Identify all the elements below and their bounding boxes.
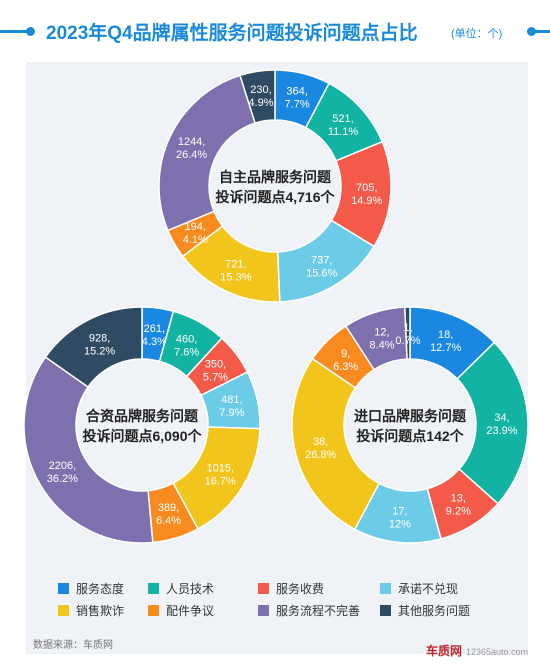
- slice-label-domestic-6: 194, 4.1%: [183, 221, 208, 246]
- slice-label-joint-venture-1: 261, 4.3%: [142, 323, 167, 348]
- center-label-joint-venture-2: 投诉问题点6,090个: [82, 428, 202, 444]
- title-decor-dot-left: [26, 27, 35, 36]
- legend-label: 服务收费: [276, 582, 325, 596]
- donut-slice-domestic-7: [158, 74, 257, 232]
- legend-item-7: 服务流程不完善: [258, 602, 360, 618]
- slice-label-joint-venture-8: 928, 15.2%: [84, 332, 115, 357]
- watermark: 车质网 12365auto.com: [426, 642, 528, 660]
- title-decor-dot-right: [527, 27, 536, 36]
- slice-label-domestic-2: 521, 11.1%: [328, 113, 359, 138]
- slice-label-domestic-1: 364, 7.7%: [285, 86, 310, 111]
- slice-label-imported-8: 1, 0.7%: [395, 322, 420, 347]
- slice-label-imported-5: 38, 26.8%: [305, 436, 336, 461]
- legend-item-8: 其他服务问题: [380, 602, 470, 618]
- title-bar: 2023年Q4品牌属性服务问题投诉问题点占比 (单位：个): [0, 0, 550, 62]
- legend-item-3: 服务收费: [258, 580, 324, 596]
- slice-label-imported-6: 9, 6.3%: [333, 348, 358, 373]
- slice-label-imported-7: 12, 8.4%: [369, 326, 394, 351]
- slice-label-imported-2: 34, 23.9%: [486, 412, 517, 437]
- page-title: 2023年Q4品牌属性服务问题投诉问题点占比: [46, 23, 418, 44]
- slice-label-imported-3: 13, 9.2%: [446, 492, 471, 517]
- slice-label-joint-venture-4: 481, 7.9%: [219, 394, 244, 419]
- center-label-imported-1: 进口品牌服务问题: [354, 408, 467, 424]
- donut-slice-joint-venture-7: [23, 356, 154, 544]
- legend-label: 销售欺诈: [76, 604, 125, 618]
- slice-label-joint-venture-2: 460, 7.6%: [174, 334, 199, 359]
- legend-label: 配件争议: [166, 604, 215, 618]
- legend-item-5: 销售欺诈: [58, 602, 124, 618]
- data-source: 数据来源：车质网: [33, 640, 113, 651]
- unit-label: (单位：个): [451, 28, 503, 40]
- legend-label: 承诺不兑现: [398, 582, 459, 596]
- slice-label-imported-4: 17, 12%: [389, 505, 411, 530]
- legend-swatch: [58, 605, 69, 616]
- donut-slice-imported-5: [291, 357, 381, 531]
- donut-chart-joint-venture: 261, 4.3% 460, 7.6%350, 5.7% 481, 7.9% 1015, 16.…: [23, 306, 261, 544]
- donut-slice-imported-2: [456, 341, 529, 505]
- legend-label: 其他服务问题: [398, 604, 471, 618]
- donut-slice-imported-8: [403, 306, 411, 360]
- legend-swatch: [380, 583, 391, 594]
- legend-item-1: 服务态度: [58, 580, 124, 596]
- watermark-logo: 车质网: [425, 644, 462, 658]
- slice-label-imported-1: 18, 12.7%: [430, 329, 461, 354]
- center-label-joint-venture-1: 合资品牌服务问题: [86, 408, 199, 424]
- slice-label-domestic-4: 737, 15.6%: [306, 254, 337, 279]
- slice-label-joint-venture-7: 2206, 36.2%: [47, 460, 78, 485]
- donut-slice-joint-venture-8: [44, 306, 143, 389]
- slice-label-domestic-3: 705, 14.9%: [351, 182, 382, 207]
- legend-swatch: [258, 605, 269, 616]
- donut-chart-domestic: 364, 7.7% 521, 11.1% 705, 14.9% 737, 15.6% 721, 1…: [158, 69, 392, 303]
- slice-label-domestic-5: 721, 15.3%: [220, 258, 251, 283]
- legend-label: 服务态度: [76, 582, 125, 596]
- legend-item-6: 配件争议: [148, 602, 214, 618]
- legend-swatch: [148, 605, 159, 616]
- slice-label-joint-venture-5: 1015, 16.7%: [205, 462, 236, 487]
- slice-label-domestic-8: 230, 4.9%: [248, 84, 273, 109]
- slice-label-joint-venture-6: 389, 6.4%: [156, 502, 181, 527]
- center-label-domestic-2: 投诉问题点4,716个: [215, 189, 335, 205]
- watermark-url: 12365auto.com: [465, 647, 528, 657]
- title-decor-line-right: [532, 30, 550, 33]
- title-decor-line-left: [0, 30, 28, 33]
- donut-slice-domestic-8: [239, 69, 276, 125]
- legend-swatch: [258, 583, 269, 594]
- slice-label-domestic-7: 1244, 26.4%: [176, 136, 207, 161]
- legend-label: 服务流程不完善: [276, 604, 361, 618]
- legend-item-2: 人员技术: [148, 580, 214, 596]
- legend-swatch: [58, 583, 69, 594]
- donut-chart-imported: 18, 12.7% 34, 23.9% 13, 9.2% 17, 12% 38, 26.8% 9, 6…: [291, 306, 529, 544]
- legend-swatch: [380, 605, 391, 616]
- slice-label-joint-venture-3: 350, 5.7%: [203, 359, 228, 384]
- legend-item-4: 承诺不兑现: [380, 580, 458, 596]
- center-label-imported-2: 投诉问题点142个: [356, 428, 464, 444]
- legend-label: 人员技术: [166, 582, 215, 596]
- center-label-domestic-1: 自主品牌服务问题: [219, 169, 332, 185]
- legend-swatch: [148, 583, 159, 594]
